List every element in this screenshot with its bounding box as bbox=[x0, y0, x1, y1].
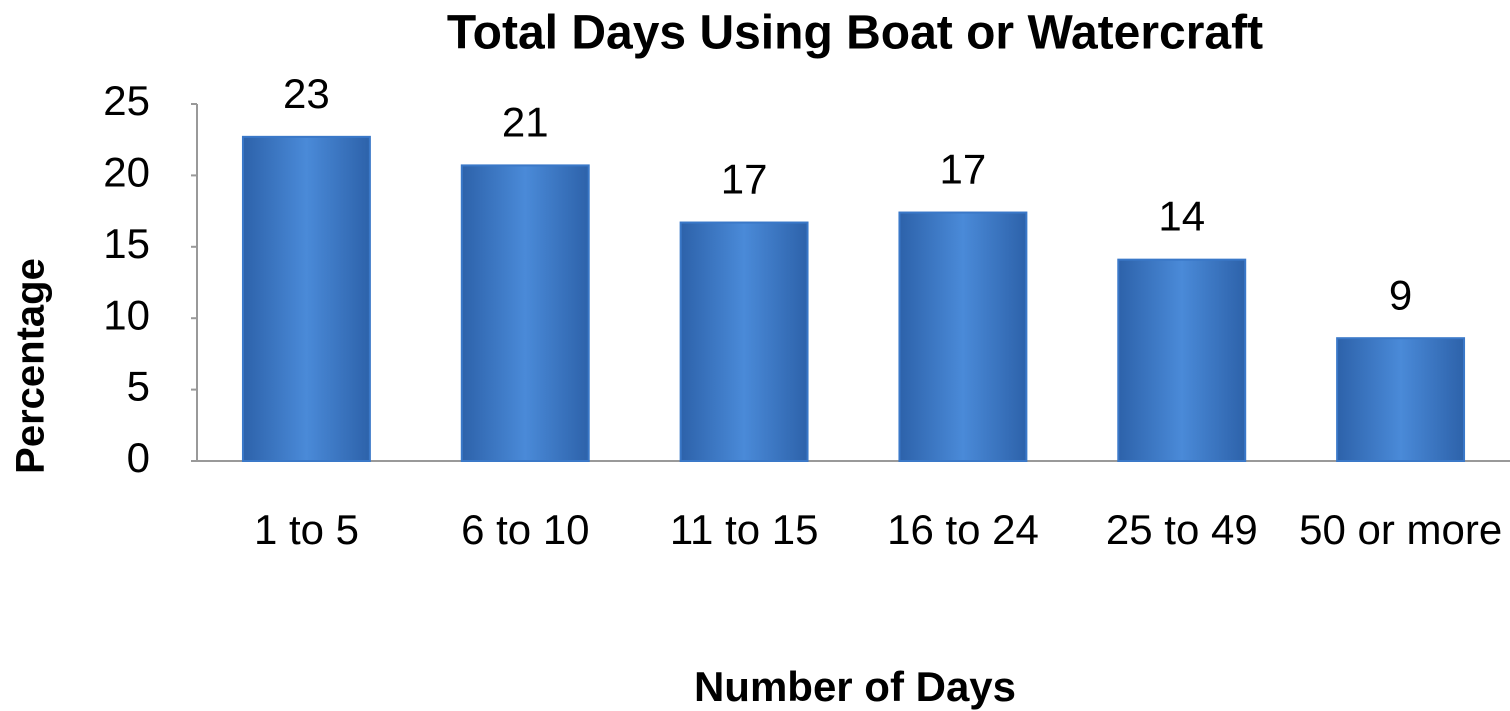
y-tick-label: 15 bbox=[103, 220, 150, 267]
y-tick-label: 25 bbox=[103, 77, 150, 124]
y-tick-label: 10 bbox=[103, 291, 150, 338]
x-tick-label: 50 or more bbox=[1299, 506, 1503, 553]
bar bbox=[1117, 258, 1247, 463]
y-axis-title: Percentage bbox=[9, 258, 53, 474]
data-label: 21 bbox=[502, 98, 549, 145]
bar bbox=[1336, 337, 1466, 462]
x-tick-label: 11 to 15 bbox=[669, 506, 819, 553]
bar bbox=[460, 164, 590, 463]
data-label: 17 bbox=[721, 156, 768, 203]
bar bbox=[679, 221, 809, 462]
x-tick-label: 6 to 10 bbox=[461, 506, 590, 553]
data-label: 9 bbox=[1389, 271, 1412, 318]
bar bbox=[241, 135, 371, 462]
data-label: 23 bbox=[283, 70, 330, 117]
x-tick-label: 16 to 24 bbox=[887, 506, 1039, 553]
x-tick-label: 1 to 5 bbox=[253, 506, 360, 553]
chart-title: Total Days Using Boat or Watercraft bbox=[447, 7, 1263, 60]
x-axis-title: Number of Days bbox=[694, 663, 1016, 710]
x-tick-label: 25 to 49 bbox=[1105, 506, 1258, 553]
data-label: 14 bbox=[1158, 193, 1205, 240]
data-label: 17 bbox=[940, 146, 987, 193]
bar bbox=[898, 211, 1028, 462]
y-tick-label: 20 bbox=[103, 148, 150, 195]
y-tick-label: 5 bbox=[127, 363, 150, 410]
y-tick-label: 0 bbox=[127, 434, 150, 481]
